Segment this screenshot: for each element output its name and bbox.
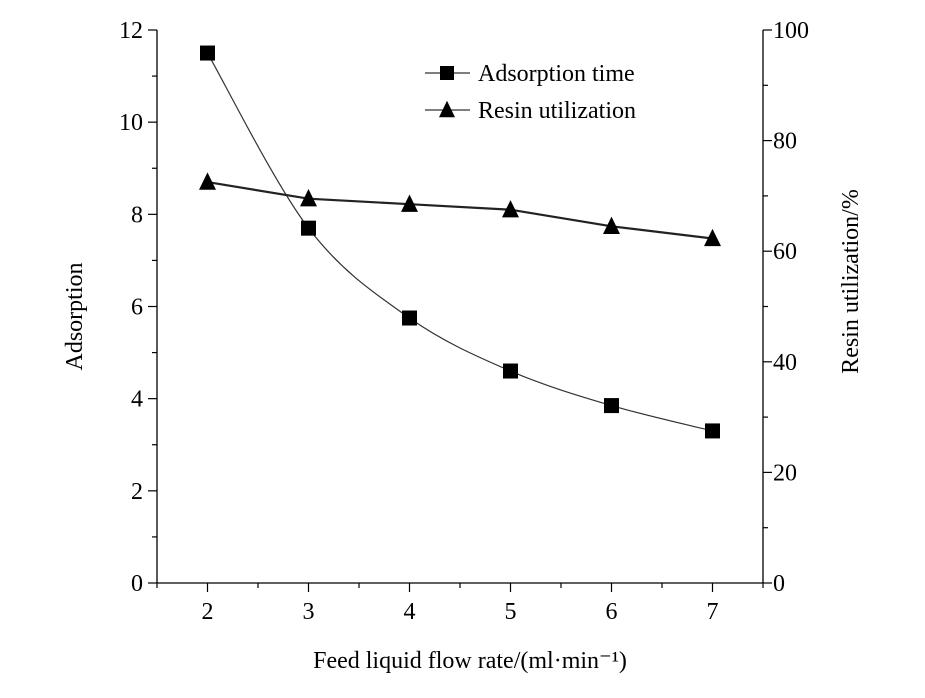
legend-square-marker bbox=[440, 66, 454, 80]
adsorption-time-point bbox=[200, 45, 215, 61]
resin-utilization-point bbox=[300, 189, 317, 207]
left-y-tick-label: 12 bbox=[119, 18, 143, 44]
left-y-tick-label: 6 bbox=[131, 295, 143, 321]
adsorption-time-point bbox=[604, 398, 619, 414]
adsorption-time-point bbox=[301, 220, 316, 236]
left-y-tick-label: 8 bbox=[131, 202, 143, 228]
x-tick-label: 5 bbox=[505, 599, 517, 625]
series-layer bbox=[199, 45, 721, 439]
legend-label: Resin utilization bbox=[478, 98, 636, 124]
resin-utilization-point bbox=[199, 172, 216, 190]
legend: Adsorption time Resin utilization bbox=[425, 61, 636, 124]
left-y-axis-title: Adsorption bbox=[62, 263, 88, 371]
left-y-tick-label: 10 bbox=[119, 110, 143, 136]
x-tick-label: 6 bbox=[606, 599, 618, 625]
resin-utilization-point bbox=[603, 216, 620, 234]
x-tick-label: 2 bbox=[202, 599, 214, 625]
legend-label: Adsorption time bbox=[478, 61, 635, 87]
resin-utilization-point bbox=[502, 200, 519, 218]
left-y-tick-label: 0 bbox=[131, 571, 143, 597]
right-y-tick-label: 100 bbox=[773, 18, 809, 44]
resin-utilization-line bbox=[207, 180, 713, 240]
right-y-tick-label: 80 bbox=[773, 129, 797, 155]
adsorption-time-point bbox=[705, 423, 720, 439]
right-y-tick-label: 20 bbox=[773, 460, 797, 486]
left-y-tick-label: 4 bbox=[131, 387, 143, 413]
axes: 2 3 4 5 6 7 0 2 4 6 8 10 12 0 20 40 60 80 100 bbox=[119, 18, 809, 625]
x-tick-label: 4 bbox=[404, 599, 416, 625]
left-y-tick-label: 2 bbox=[131, 479, 143, 505]
legend-item: Resin utilization bbox=[425, 98, 636, 124]
legend-item: Adsorption time bbox=[425, 61, 635, 87]
series-resin-utilization bbox=[199, 172, 721, 247]
adsorption-time-point bbox=[402, 310, 417, 326]
x-axis-title: Feed liquid flow rate/(ml·min⁻¹) bbox=[313, 648, 627, 674]
resin-utilization-point bbox=[704, 228, 721, 247]
x-tick-label: 3 bbox=[303, 599, 315, 625]
legend-triangle-marker bbox=[439, 100, 455, 118]
adsorption-time-point bbox=[503, 363, 518, 379]
right-y-tick-label: 60 bbox=[773, 239, 797, 265]
x-tick-label: 7 bbox=[707, 599, 719, 625]
right-y-axis-title: Resin utilization/% bbox=[838, 189, 864, 374]
series-adsorption-time bbox=[200, 45, 720, 439]
right-y-tick-label: 0 bbox=[773, 571, 785, 597]
resin-utilization-point bbox=[401, 194, 418, 212]
right-y-tick-label: 40 bbox=[773, 350, 797, 376]
